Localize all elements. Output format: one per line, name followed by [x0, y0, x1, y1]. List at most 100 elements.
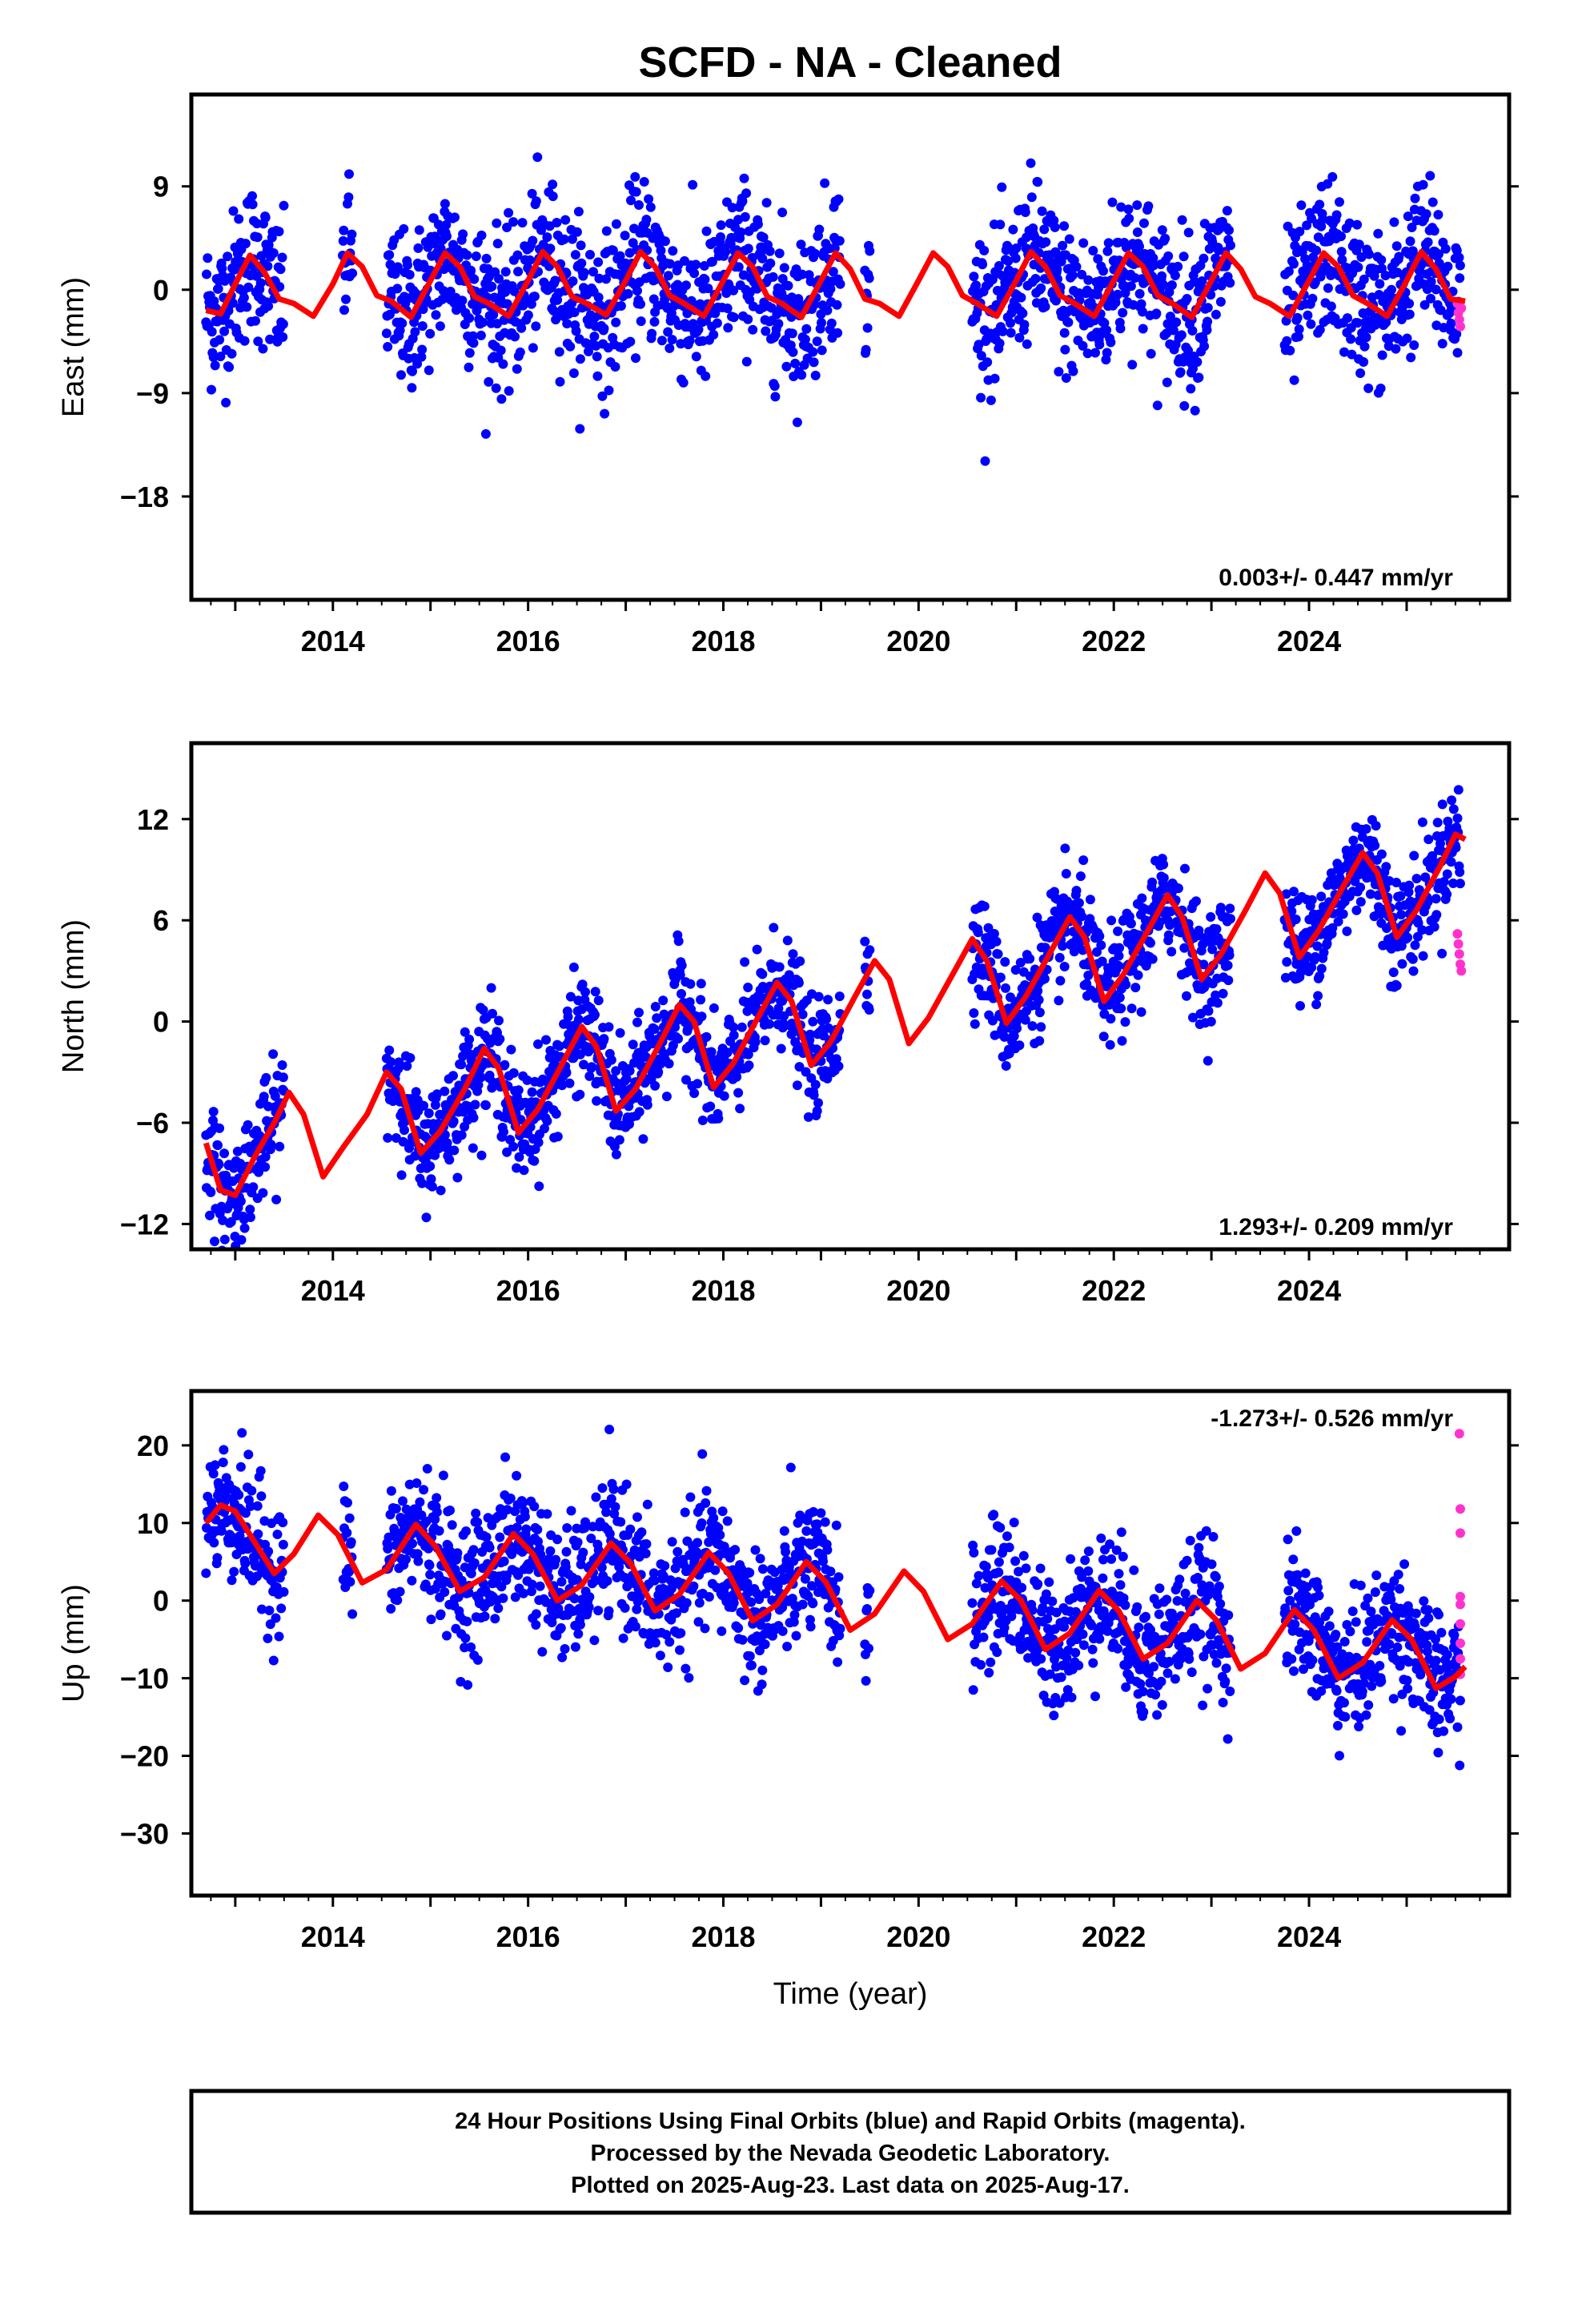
data-point-final	[1419, 300, 1430, 310]
data-point-final	[701, 371, 711, 381]
data-point-final	[404, 270, 415, 279]
data-point-final	[733, 1623, 744, 1633]
data-point-final	[468, 1112, 479, 1123]
data-point-final	[232, 1146, 243, 1156]
data-point-final	[979, 245, 990, 255]
data-point-final	[419, 1100, 429, 1111]
data-point-final	[801, 1526, 812, 1536]
data-point-final	[665, 343, 675, 353]
data-point-final	[732, 1072, 742, 1082]
data-point-final	[461, 1526, 472, 1536]
data-point-final	[737, 1022, 747, 1032]
data-point-final	[636, 316, 646, 327]
data-point-final	[835, 279, 845, 289]
data-point-final	[650, 1080, 661, 1091]
data-point-final	[760, 1639, 770, 1650]
data-point-final	[1061, 869, 1071, 879]
data-point-final	[1391, 878, 1402, 887]
data-point-final	[527, 1579, 537, 1590]
data-point-final	[593, 257, 604, 267]
data-point-final	[994, 338, 1005, 348]
data-point-final	[667, 335, 677, 345]
data-point-final	[440, 1086, 450, 1096]
data-point-rapid	[1452, 929, 1463, 939]
data-point-final	[1083, 971, 1094, 980]
data-point-final	[1337, 255, 1347, 265]
data-point-final	[644, 1031, 655, 1041]
data-point-final	[1359, 341, 1370, 352]
data-point-final	[755, 1554, 765, 1564]
data-point-final	[484, 376, 494, 387]
data-point-final	[773, 319, 784, 329]
data-point-final	[1020, 1015, 1030, 1025]
data-point-final	[1062, 896, 1073, 907]
data-point-final	[994, 261, 1004, 271]
data-point-final	[793, 978, 804, 988]
data-point-final	[782, 935, 793, 946]
data-point-final	[1215, 903, 1226, 913]
data-point-final	[1405, 236, 1415, 247]
data-point-final	[1000, 957, 1010, 967]
data-point-final	[210, 1236, 219, 1247]
data-point-final	[401, 1554, 411, 1565]
data-point-final	[591, 1492, 601, 1502]
data-point-final	[623, 288, 633, 299]
data-point-final	[1045, 1669, 1055, 1679]
data-point-final	[415, 1497, 425, 1507]
data-point-final	[1036, 1022, 1046, 1032]
data-point-final	[1191, 896, 1201, 907]
data-point-final	[396, 1170, 407, 1180]
data-point-final	[968, 1685, 978, 1695]
data-point-final	[492, 239, 503, 249]
data-point-final	[697, 1116, 708, 1125]
data-point-final	[426, 1614, 436, 1625]
data-point-final	[1375, 384, 1386, 393]
data-point-final	[252, 1501, 263, 1511]
data-point-final	[448, 1116, 459, 1127]
data-point-final	[620, 231, 630, 241]
data-point-final	[1183, 345, 1193, 356]
data-point-final	[1134, 288, 1145, 299]
data-point-final	[412, 1478, 422, 1488]
data-point-final	[1006, 992, 1015, 1003]
data-point-final	[1389, 217, 1399, 227]
data-point-final	[1054, 995, 1064, 1006]
data-point-final	[573, 1629, 584, 1639]
data-point-final	[526, 299, 536, 309]
data-point-final	[1173, 261, 1183, 271]
data-point-final	[445, 287, 456, 296]
data-point-final	[1034, 1035, 1045, 1046]
data-point-final	[1409, 850, 1419, 861]
data-point-final	[263, 301, 274, 312]
data-point-final	[592, 371, 603, 381]
data-point-final	[860, 936, 870, 947]
data-point-final	[502, 223, 512, 232]
data-point-final	[212, 1553, 223, 1563]
data-point-final	[700, 275, 710, 284]
data-point-final	[1206, 290, 1216, 300]
data-point-final	[566, 1506, 576, 1516]
data-point-final	[599, 324, 609, 334]
data-point-final	[545, 243, 556, 254]
data-point-final	[1063, 317, 1074, 328]
data-point-final	[590, 987, 600, 997]
data-point-final	[347, 268, 358, 279]
data-point-final	[279, 1586, 289, 1597]
data-point-final	[1431, 284, 1441, 295]
data-point-final	[1019, 320, 1030, 330]
data-point-final	[278, 1539, 288, 1550]
data-point-final	[1455, 879, 1465, 889]
data-point-final	[523, 310, 533, 320]
data-point-final	[976, 1659, 986, 1670]
data-point-final	[498, 1593, 508, 1603]
data-point-final	[618, 1633, 628, 1643]
data-point-final	[496, 394, 507, 404]
data-point-final	[1282, 336, 1292, 346]
data-point-final	[1051, 1607, 1062, 1618]
data-point-final	[625, 1524, 636, 1534]
data-point-final	[1396, 910, 1407, 920]
data-point-final	[551, 1554, 561, 1565]
data-point-final	[689, 1088, 700, 1099]
data-point-final	[969, 1008, 979, 1018]
data-point-final	[261, 1072, 271, 1083]
